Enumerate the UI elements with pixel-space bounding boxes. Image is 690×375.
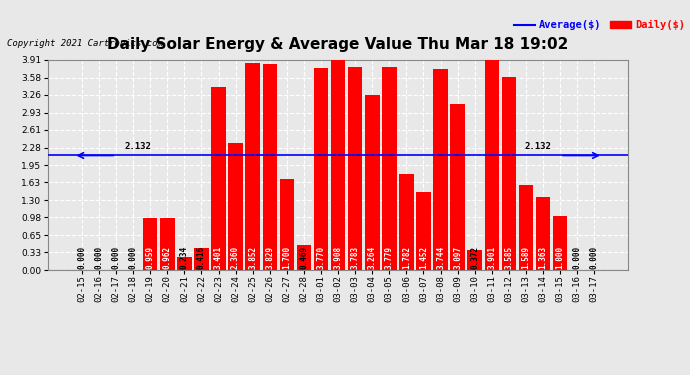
Text: 3.901: 3.901 [487,246,496,269]
Bar [399,174,414,270]
Text: 3.770: 3.770 [317,246,326,269]
Bar [143,219,157,270]
Text: 1.589: 1.589 [522,246,531,269]
Bar [484,60,499,270]
Bar [297,245,311,270]
Text: 2.360: 2.360 [231,246,240,269]
Text: 0.000: 0.000 [573,246,582,269]
Bar [160,218,175,270]
Text: 0.000: 0.000 [112,246,121,269]
Bar [177,257,192,270]
Bar [519,184,533,270]
Bar [262,64,277,270]
Text: 1.782: 1.782 [402,246,411,269]
Text: 0.000: 0.000 [95,246,103,269]
Bar [451,104,465,270]
Legend: Average($), Daily($): Average($), Daily($) [514,20,684,30]
Bar [365,95,380,270]
Bar [246,63,260,270]
Bar [416,192,431,270]
Bar [194,248,208,270]
Text: 0.469: 0.469 [299,246,308,269]
Title: Daily Solar Energy & Average Value Thu Mar 18 19:02: Daily Solar Energy & Average Value Thu M… [108,37,569,52]
Text: Copyright 2021 Cartronics.com: Copyright 2021 Cartronics.com [7,39,163,48]
Text: 3.744: 3.744 [436,246,445,269]
Text: 3.401: 3.401 [214,246,223,269]
Text: 0.372: 0.372 [471,246,480,269]
Text: 3.852: 3.852 [248,246,257,269]
Text: 3.908: 3.908 [333,246,343,269]
Text: 0.234: 0.234 [180,246,189,269]
Text: 2.132: 2.132 [125,142,152,151]
Bar [211,87,226,270]
Text: 0.959: 0.959 [146,246,155,269]
Text: 0.962: 0.962 [163,246,172,269]
Bar [382,67,397,270]
Text: 1.452: 1.452 [419,246,428,269]
Text: 3.783: 3.783 [351,246,359,269]
Text: 1.700: 1.700 [282,246,291,269]
Bar [314,68,328,270]
Text: 2.132: 2.132 [524,142,551,151]
Text: 0.000: 0.000 [128,246,137,269]
Text: 3.779: 3.779 [385,246,394,269]
Text: 3.097: 3.097 [453,246,462,269]
Text: 3.829: 3.829 [265,246,275,269]
Bar [433,69,448,270]
Text: 0.000: 0.000 [77,246,86,269]
Bar [536,197,551,270]
Text: 3.264: 3.264 [368,246,377,269]
Bar [279,179,294,270]
Text: 1.363: 1.363 [539,246,548,269]
Bar [348,67,362,270]
Text: 0.000: 0.000 [590,246,599,269]
Bar [331,60,346,270]
Bar [468,250,482,270]
Text: 1.000: 1.000 [555,246,564,269]
Bar [553,216,567,270]
Text: 0.416: 0.416 [197,246,206,269]
Bar [228,143,243,270]
Text: 3.585: 3.585 [504,246,513,269]
Bar [502,78,516,270]
